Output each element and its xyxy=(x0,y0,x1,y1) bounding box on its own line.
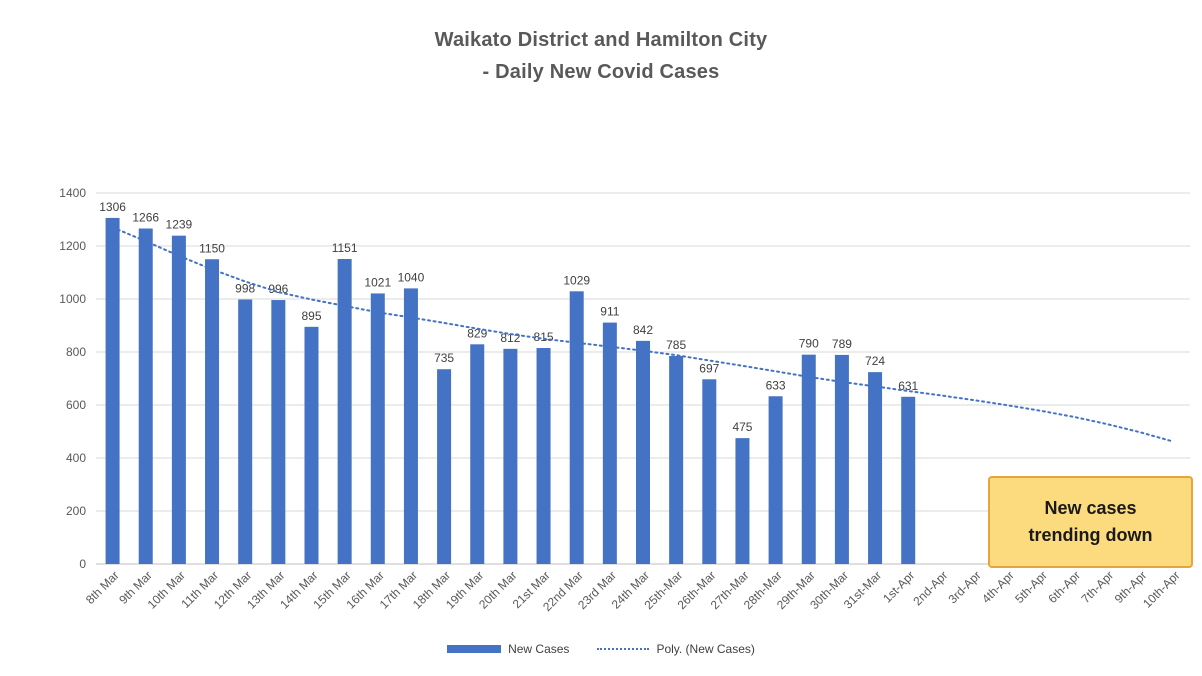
bar-17th Mar xyxy=(403,288,418,564)
bar-16th Mar xyxy=(370,293,385,564)
bar-21st Mar xyxy=(536,348,551,564)
data-label-9th Mar: 1266 xyxy=(132,211,159,225)
bar-11th Mar xyxy=(205,259,220,564)
bar-31st-Mar xyxy=(868,372,883,564)
data-label-30th-Mar: 789 xyxy=(832,337,852,351)
legend-item-trendline: Poly. (New Cases) xyxy=(597,642,755,656)
chart-title-line1: Waikato District and Hamilton City xyxy=(434,29,768,51)
data-label-18th Mar: 735 xyxy=(434,351,454,365)
y-tick-label-0: 0 xyxy=(79,557,86,571)
data-label-11th Mar: 1150 xyxy=(199,241,225,255)
data-label-13th Mar: 996 xyxy=(268,282,288,296)
x-tick-label-6th-Apr: 6th-Apr xyxy=(1045,568,1083,606)
x-tick-label-3rd-Apr: 3rd-Apr xyxy=(945,568,983,606)
y-tick-label-400: 400 xyxy=(66,451,86,465)
bar-22nd Mar xyxy=(569,291,584,564)
bar-12th Mar xyxy=(238,299,253,564)
bar-13th Mar xyxy=(271,300,286,564)
bar-30th-Mar xyxy=(834,354,849,564)
bar-15th Mar xyxy=(337,258,352,564)
data-label-14th Mar: 895 xyxy=(301,309,321,323)
bar-18th Mar xyxy=(437,369,452,564)
data-label-31st-Mar: 724 xyxy=(865,354,885,368)
data-label-22nd Mar: 1029 xyxy=(563,273,590,287)
y-tick-label-1400: 1400 xyxy=(59,186,86,200)
data-label-21st Mar: 815 xyxy=(534,330,554,344)
data-label-27th-Mar: 475 xyxy=(732,420,752,434)
x-tick-label-2nd-Apr: 2nd-Apr xyxy=(910,568,950,608)
bar-19th Mar xyxy=(470,344,485,564)
bar-26th-Mar xyxy=(702,379,717,564)
chart-title: Waikato District and Hamilton City - Dai… xyxy=(0,24,1202,88)
data-label-20th Mar: 812 xyxy=(500,331,520,345)
legend-bar-swatch-icon xyxy=(447,645,502,653)
annotation-callout: New cases trending down xyxy=(988,476,1193,568)
data-label-17th Mar: 1040 xyxy=(398,270,425,284)
y-tick-label-1200: 1200 xyxy=(59,239,86,253)
x-tick-label-5th-Apr: 5th-Apr xyxy=(1012,568,1050,606)
bar-27th-Mar xyxy=(735,438,750,564)
bar-10th Mar xyxy=(171,235,186,565)
data-label-15th Mar: 1151 xyxy=(332,241,358,255)
data-label-24th Mar: 842 xyxy=(633,323,653,337)
data-label-16th Mar: 1021 xyxy=(364,275,391,289)
data-label-10th Mar: 1239 xyxy=(166,218,193,232)
legend-series-label: New Cases xyxy=(508,642,570,656)
y-tick-label-600: 600 xyxy=(66,398,86,412)
chart-legend: New Cases Poly. (New Cases) xyxy=(0,642,1202,656)
data-label-26th-Mar: 697 xyxy=(699,361,719,375)
x-tick-label-8th Mar: 8th Mar xyxy=(83,568,122,607)
bar-20th Mar xyxy=(503,348,518,564)
legend-item-new-cases: New Cases xyxy=(447,642,569,656)
x-tick-label-4th-Apr: 4th-Apr xyxy=(979,568,1017,606)
bar-25th-Mar xyxy=(669,355,684,564)
annotation-line2: trending down xyxy=(1028,525,1153,545)
bar-9th Mar xyxy=(138,228,153,564)
data-label-23rd Mar: 911 xyxy=(600,305,619,319)
bar-1st-Apr xyxy=(901,396,916,564)
annotation-line1: New cases xyxy=(1044,498,1137,518)
chart-title-line2: - Daily New Covid Cases xyxy=(482,61,720,83)
legend-dotted-line-icon xyxy=(597,648,650,650)
y-tick-label-1000: 1000 xyxy=(59,292,86,306)
bar-29th-Mar xyxy=(801,354,816,564)
x-tick-label-7th-Apr: 7th-Apr xyxy=(1079,568,1117,606)
bar-14th Mar xyxy=(304,326,319,564)
data-label-1st-Apr: 631 xyxy=(898,379,918,393)
y-tick-label-200: 200 xyxy=(66,504,86,518)
x-tick-label-10th-Apr: 10th-Apr xyxy=(1140,568,1182,610)
bar-23rd Mar xyxy=(602,322,617,564)
bar-8th Mar xyxy=(105,217,120,564)
data-label-29th-Mar: 790 xyxy=(799,337,819,351)
data-label-25th-Mar: 785 xyxy=(666,338,686,352)
bar-28th-Mar xyxy=(768,396,783,564)
data-label-12th Mar: 998 xyxy=(235,282,255,296)
bar-24th Mar xyxy=(636,340,650,564)
legend-trendline-label: Poly. (New Cases) xyxy=(656,642,755,656)
data-label-8th Mar: 1306 xyxy=(99,200,126,214)
data-label-28th-Mar: 633 xyxy=(766,378,786,392)
y-tick-label-800: 800 xyxy=(66,345,86,359)
